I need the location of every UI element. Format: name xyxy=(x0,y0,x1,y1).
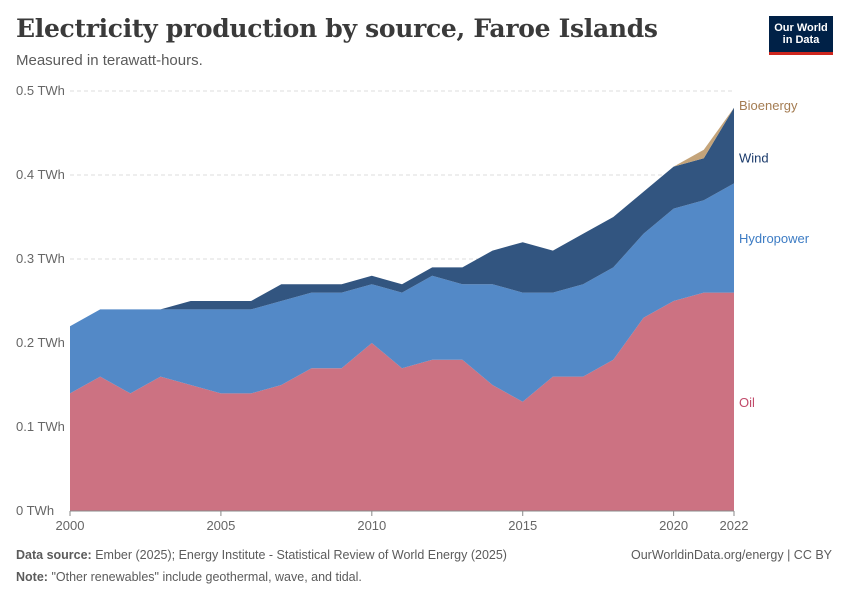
series-labels: Oil Hydropower Wind Bioenergy xyxy=(739,98,810,410)
y-tick-label: 0.3 TWh xyxy=(16,251,65,266)
logo-line-1: Our World xyxy=(774,22,828,34)
series-label-bioenergy[interactable]: Bioenergy xyxy=(739,98,798,113)
x-tick-label: 2000 xyxy=(56,518,85,533)
y-tick-label: 0.4 TWh xyxy=(16,167,65,182)
x-tick-label: 2015 xyxy=(508,518,537,533)
x-tick-label: 2020 xyxy=(659,518,688,533)
series-label-oil[interactable]: Oil xyxy=(739,395,755,410)
chart-subtitle: Measured in terawatt-hours. xyxy=(16,52,203,69)
y-tick-label: 0.2 TWh xyxy=(16,335,65,350)
logo-line-2: in Data xyxy=(782,34,820,46)
data-source: Data source: Ember (2025); Energy Instit… xyxy=(16,548,507,562)
y-tick-label: 0.5 TWh xyxy=(16,83,65,98)
axes: 0 TWh 0.1 TWh 0.2 TWh 0.3 TWh 0.4 TWh 0.5 TWh… xyxy=(16,83,748,533)
series-label-hydropower[interactable]: Hydropower xyxy=(739,231,810,246)
area-wind[interactable] xyxy=(70,107,734,327)
data-source-label: Data source: xyxy=(16,548,92,562)
chart-note: Note: "Other renewables" include geother… xyxy=(16,570,362,584)
y-tick-label: 0.1 TWh xyxy=(16,419,65,434)
owid-logo[interactable]: Our World in Data xyxy=(769,16,833,55)
series-label-wind[interactable]: Wind xyxy=(739,151,769,166)
chart-title: Electricity production by source, Faroe … xyxy=(16,14,658,43)
x-tick-label: 2005 xyxy=(206,518,235,533)
data-source-text[interactable]: Ember (2025); Energy Institute - Statist… xyxy=(95,548,507,562)
area-oil[interactable] xyxy=(70,292,734,511)
area-hydropower[interactable] xyxy=(70,183,734,402)
note-label: Note: xyxy=(16,570,48,584)
y-tick-label: 0 TWh xyxy=(16,503,54,518)
x-tick-label: 2022 xyxy=(720,518,749,533)
x-tick-label: 2010 xyxy=(357,518,386,533)
note-text: "Other renewables" include geothermal, w… xyxy=(51,570,362,584)
series-areas[interactable] xyxy=(70,107,734,511)
credit-link[interactable]: OurWorldinData.org/energy | CC BY xyxy=(630,548,832,562)
